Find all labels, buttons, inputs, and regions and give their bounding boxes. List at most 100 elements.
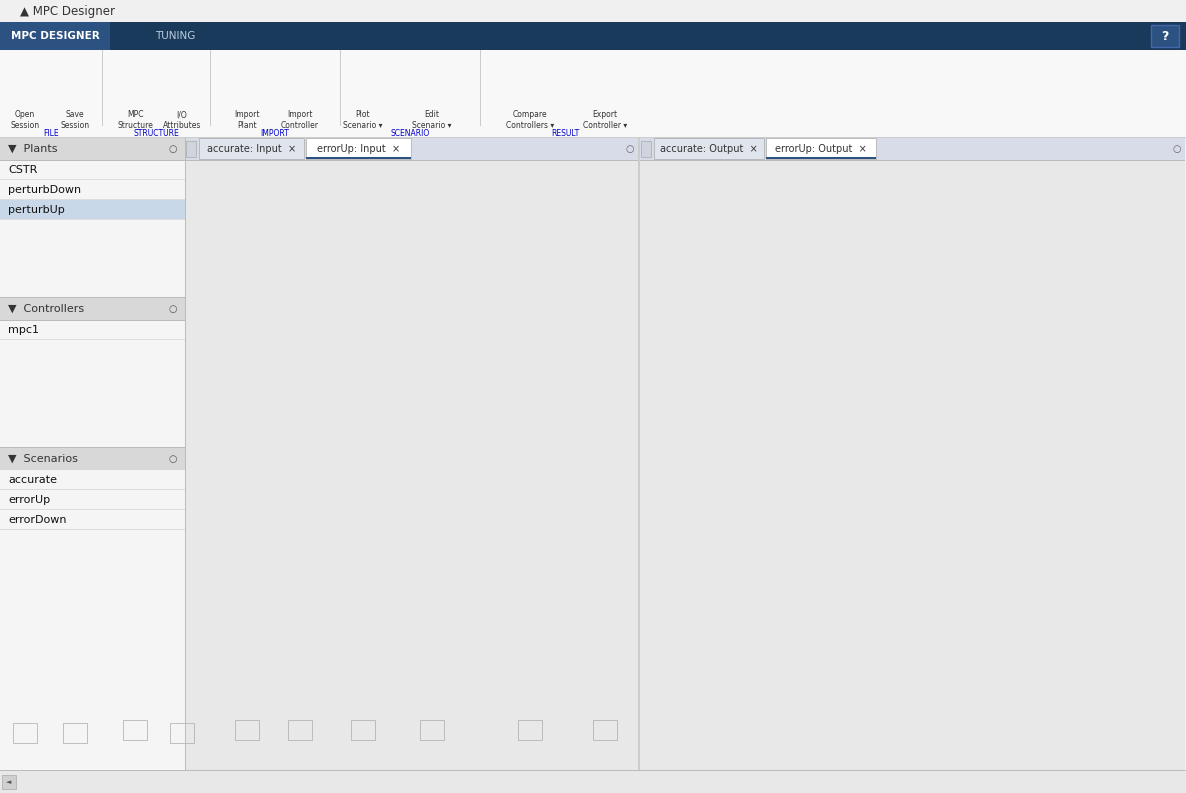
Text: Import
Plant: Import Plant bbox=[235, 110, 260, 130]
Bar bbox=[288, 720, 312, 740]
Legend: mpc1: mpc1 bbox=[553, 153, 624, 172]
Bar bbox=[185, 160, 638, 161]
Bar bbox=[306, 138, 412, 159]
Bar bbox=[63, 723, 87, 743]
Text: ○: ○ bbox=[1173, 144, 1181, 154]
Text: mpc1: mpc1 bbox=[8, 325, 39, 335]
Bar bbox=[653, 138, 764, 159]
X-axis label: Time (seconds): Time (seconds) bbox=[387, 747, 482, 760]
Bar bbox=[123, 720, 147, 740]
Bar bbox=[0, 0, 1186, 22]
Bar bbox=[0, 298, 185, 320]
Bar bbox=[0, 138, 185, 771]
Bar bbox=[0, 199, 185, 200]
Bar bbox=[420, 720, 444, 740]
Text: Open
Session: Open Session bbox=[11, 110, 39, 130]
Bar bbox=[13, 723, 37, 743]
Bar bbox=[0, 509, 185, 510]
Text: MPC
Structure: MPC Structure bbox=[117, 110, 153, 130]
Bar bbox=[0, 489, 185, 490]
Text: accurate: Output  ×: accurate: Output × bbox=[661, 144, 758, 154]
Text: ○: ○ bbox=[168, 144, 177, 154]
Text: RESULT: RESULT bbox=[550, 128, 579, 137]
Bar bbox=[0, 529, 185, 530]
Y-axis label: $T_c$: $T_c$ bbox=[189, 299, 203, 314]
Text: SCENARIO: SCENARIO bbox=[390, 128, 429, 137]
Legend: mpc1: mpc1 bbox=[1097, 153, 1168, 172]
Bar bbox=[0, 770, 1186, 771]
Text: Import
Controller: Import Controller bbox=[281, 110, 319, 130]
Bar bbox=[640, 141, 651, 157]
Bar bbox=[766, 138, 876, 159]
Bar bbox=[0, 179, 185, 180]
Bar bbox=[1150, 25, 1179, 47]
Text: ?: ? bbox=[1161, 29, 1168, 43]
Text: Edit
Scenario ▾: Edit Scenario ▾ bbox=[413, 110, 452, 130]
Text: Plot
Scenario ▾: Plot Scenario ▾ bbox=[343, 110, 383, 130]
Text: ▼  Scenarios: ▼ Scenarios bbox=[8, 454, 78, 464]
Bar bbox=[518, 720, 542, 740]
Bar bbox=[593, 720, 617, 740]
Text: ○: ○ bbox=[168, 304, 177, 314]
Text: perturbDown: perturbDown bbox=[8, 185, 81, 195]
Text: MPC DESIGNER: MPC DESIGNER bbox=[11, 31, 100, 41]
Text: ▼  Controllers: ▼ Controllers bbox=[8, 304, 84, 314]
Text: TUNING: TUNING bbox=[155, 31, 196, 41]
Bar bbox=[640, 138, 1185, 771]
Text: Export
Controller ▾: Export Controller ▾ bbox=[582, 110, 627, 130]
Bar bbox=[185, 138, 638, 160]
Text: □: □ bbox=[1096, 5, 1108, 17]
Bar bbox=[0, 771, 1186, 793]
Bar bbox=[0, 297, 185, 298]
Text: IMPORT: IMPORT bbox=[261, 128, 289, 137]
Text: Compare
Controllers ▾: Compare Controllers ▾ bbox=[506, 110, 554, 130]
Y-axis label: $T$: $T$ bbox=[662, 300, 672, 313]
Text: errorUp: Input  ×: errorUp: Input × bbox=[317, 144, 400, 154]
Text: accurate: Input  ×: accurate: Input × bbox=[206, 144, 296, 154]
Bar bbox=[0, 160, 185, 161]
Bar bbox=[638, 138, 640, 771]
Title: Output Response (against "perturbUp"): Output Response (against "perturbUp") bbox=[786, 129, 1083, 143]
Bar bbox=[0, 219, 185, 220]
Text: ─: ─ bbox=[1056, 5, 1064, 17]
Text: accurate: accurate bbox=[8, 475, 57, 485]
Text: ◄: ◄ bbox=[6, 779, 12, 785]
Bar bbox=[170, 723, 195, 743]
Bar bbox=[766, 157, 876, 159]
Text: perturbUp: perturbUp bbox=[8, 205, 65, 215]
Bar bbox=[351, 720, 375, 740]
Text: CSTR: CSTR bbox=[8, 165, 38, 175]
Bar bbox=[0, 50, 1186, 138]
Bar bbox=[0, 200, 185, 220]
Text: errorUp: errorUp bbox=[8, 495, 50, 505]
Text: FILE: FILE bbox=[43, 128, 59, 137]
Text: ○: ○ bbox=[626, 144, 635, 154]
Y-axis label: $Q$: $Q$ bbox=[196, 599, 208, 613]
Bar bbox=[0, 339, 185, 340]
Text: errorUp: Output  ×: errorUp: Output × bbox=[776, 144, 867, 154]
Bar bbox=[199, 138, 304, 159]
Text: errorDown: errorDown bbox=[8, 515, 66, 525]
Bar bbox=[2, 775, 15, 789]
Bar bbox=[0, 137, 1186, 138]
Text: ✕: ✕ bbox=[1136, 5, 1147, 17]
Bar bbox=[0, 448, 185, 470]
Bar bbox=[0, 22, 110, 50]
Bar bbox=[186, 141, 196, 157]
Bar bbox=[306, 157, 412, 159]
Text: Save
Session: Save Session bbox=[60, 110, 90, 130]
Text: ▼  Plants: ▼ Plants bbox=[8, 144, 57, 154]
Bar bbox=[0, 22, 1186, 50]
Title: Input Response (against "perturbUp"): Input Response (against "perturbUp") bbox=[292, 129, 576, 143]
Bar bbox=[0, 447, 185, 448]
Bar bbox=[235, 720, 259, 740]
Y-axis label: $C_A$: $C_A$ bbox=[632, 599, 649, 614]
Text: STRUCTURE: STRUCTURE bbox=[133, 128, 179, 137]
Bar bbox=[0, 320, 185, 321]
Text: ▲: ▲ bbox=[1178, 56, 1185, 64]
Bar bbox=[640, 160, 1185, 161]
Bar bbox=[0, 138, 185, 160]
Text: I/O
Attributes: I/O Attributes bbox=[162, 110, 202, 130]
Text: ○: ○ bbox=[168, 454, 177, 464]
X-axis label: Time (seconds): Time (seconds) bbox=[886, 747, 982, 760]
